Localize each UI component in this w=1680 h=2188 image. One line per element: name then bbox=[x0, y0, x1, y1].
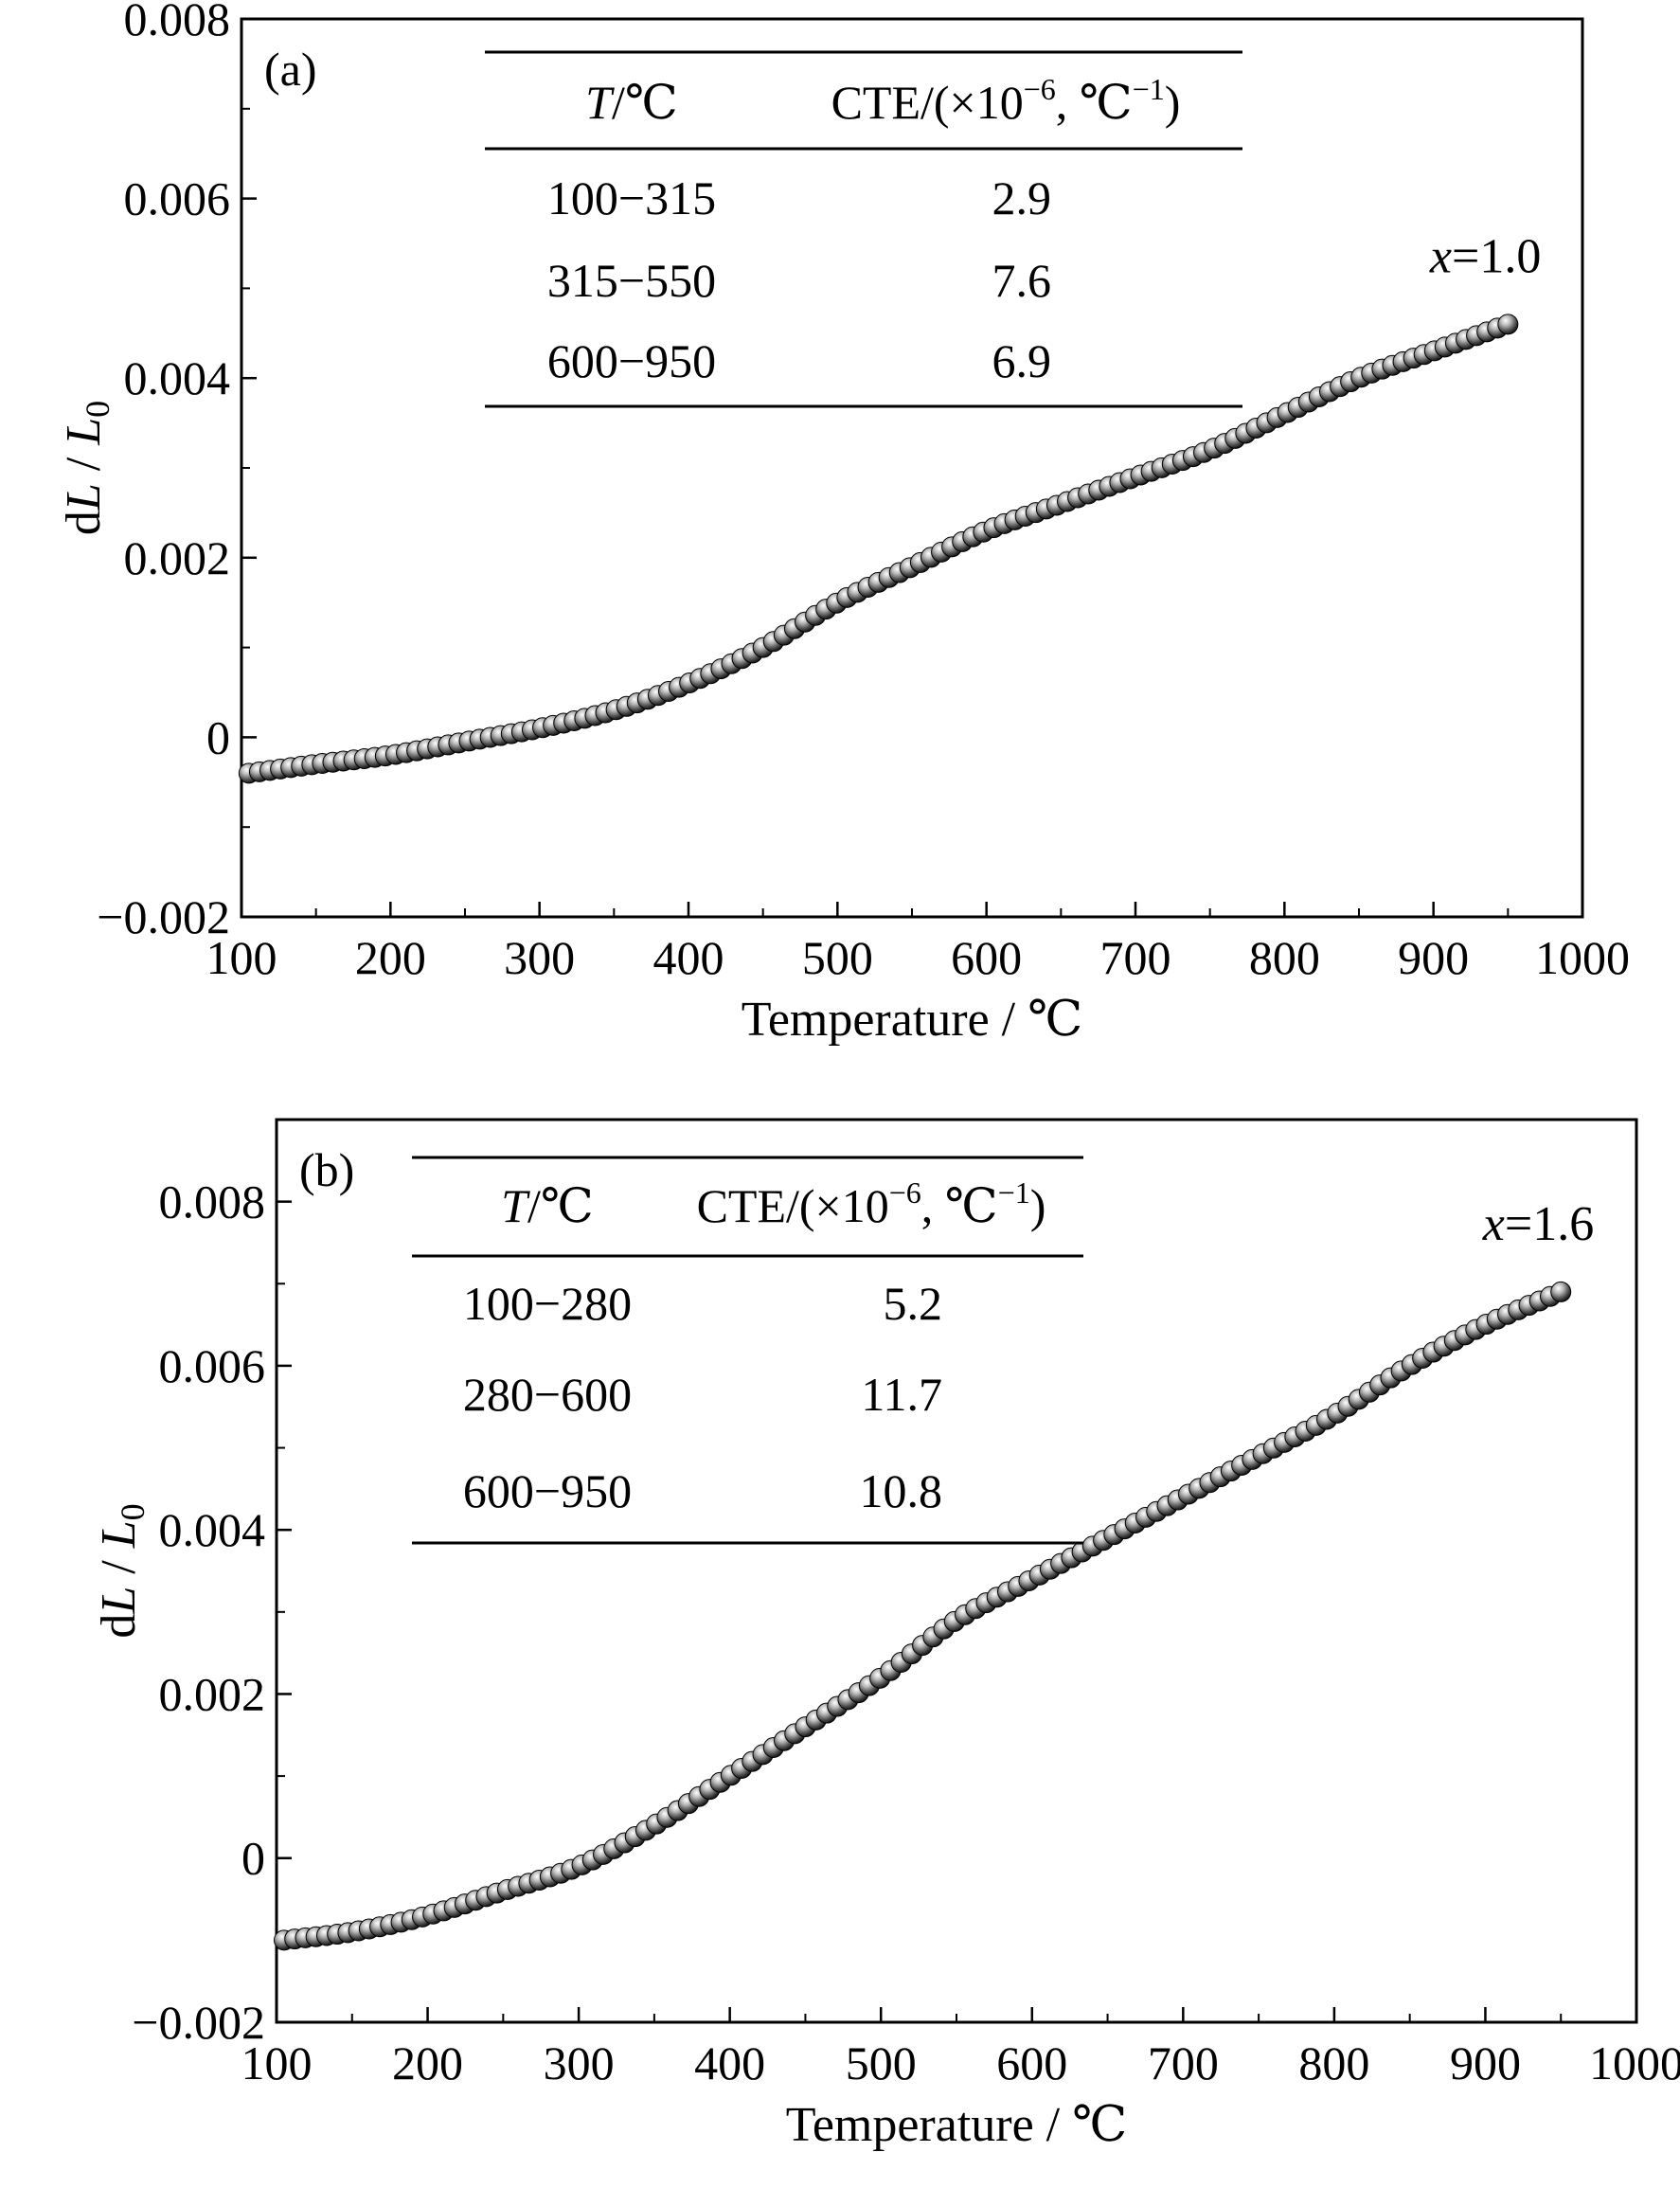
x-tick-label: 600 bbox=[951, 931, 1022, 984]
x-tick-label: 500 bbox=[846, 2036, 917, 2089]
data-point bbox=[1550, 1281, 1572, 1302]
table-cell-range: 315−550 bbox=[547, 254, 716, 307]
x-tick-label: 1000 bbox=[1589, 2036, 1680, 2089]
x-tick-label: 400 bbox=[694, 2036, 765, 2089]
plot-frame bbox=[240, 17, 1584, 919]
x-tick-label: 900 bbox=[1398, 931, 1469, 984]
y-tick-label: 0.004 bbox=[159, 1503, 266, 1556]
y-tick-label: 0 bbox=[206, 710, 230, 763]
x-tick-label: 100 bbox=[206, 931, 277, 984]
y-axis-title: dL / L0 bbox=[92, 1503, 152, 1638]
table-cell-range: 100−315 bbox=[547, 171, 716, 224]
table-header-cte: CTE/(×10−6, ℃−1) bbox=[831, 72, 1181, 129]
x-axis-title: Temperature / ℃ bbox=[742, 993, 1083, 1047]
table-header-temperature: T/℃ bbox=[585, 76, 678, 129]
x-tick-label: 800 bbox=[1298, 2036, 1369, 2089]
y-tick-label: −0.002 bbox=[97, 890, 230, 943]
y-tick-label: −0.002 bbox=[132, 1996, 265, 2049]
y-tick-label: 0.002 bbox=[159, 1667, 266, 1720]
series-label: x=1.0 bbox=[1429, 229, 1541, 283]
y-tick-label: 0.002 bbox=[124, 531, 231, 584]
y-tick-label: 0.006 bbox=[124, 172, 231, 225]
table-cell-cte: 6.9 bbox=[992, 334, 1052, 387]
chart-panel-b: 100 200 300 400 500 600 700 800 900 1000 −0.002 0 0.… bbox=[92, 1118, 1680, 2152]
table-cell-range: 600−950 bbox=[463, 1464, 632, 1517]
table-cell-range: 280−600 bbox=[463, 1368, 632, 1421]
table-cell-range: 100−280 bbox=[463, 1277, 632, 1330]
x-tick-label: 800 bbox=[1249, 931, 1320, 984]
y-axis-title: dL / L0 bbox=[57, 401, 116, 535]
x-tick-label: 500 bbox=[802, 931, 873, 984]
x-tick-label: 300 bbox=[544, 2036, 615, 2089]
table-cell-cte: 10.8 bbox=[860, 1464, 943, 1517]
table-cell-range: 600−950 bbox=[547, 334, 716, 387]
x-tick-label: 400 bbox=[653, 931, 724, 984]
x-tick-label: 700 bbox=[1148, 2036, 1219, 2089]
table-cell-cte: 11.7 bbox=[861, 1368, 942, 1421]
y-tick-label: 0 bbox=[241, 1832, 265, 1885]
x-tick-label: 200 bbox=[392, 2036, 463, 2089]
table-cell-cte: 7.6 bbox=[992, 254, 1052, 307]
table-cell-cte: 2.9 bbox=[992, 171, 1052, 224]
x-tick-label: 200 bbox=[355, 931, 426, 984]
table-header-temperature: T/℃ bbox=[501, 1179, 594, 1232]
table-header-cte: CTE/(×10−6, ℃−1) bbox=[697, 1175, 1046, 1232]
y-tick-label: 0.008 bbox=[159, 1175, 266, 1229]
x-tick-label: 300 bbox=[504, 931, 575, 984]
x-tick-label: 100 bbox=[241, 2036, 313, 2089]
table-cell-cte: 5.2 bbox=[884, 1277, 943, 1330]
series-label: x=1.6 bbox=[1482, 1197, 1594, 1251]
data-point bbox=[1497, 314, 1519, 335]
x-tick-label: 1000 bbox=[1535, 931, 1630, 984]
chart-panel-a: 100 200 300 400 500 600 700 800 900 1000 −0.002 0 0.… bbox=[57, 0, 1630, 1047]
x-axis-title: Temperature / ℃ bbox=[786, 2098, 1128, 2152]
y-tick-label: 0.008 bbox=[124, 0, 231, 45]
x-tick-label: 600 bbox=[996, 2036, 1067, 2089]
y-tick-label: 0.006 bbox=[159, 1339, 266, 1392]
panel-label: (b) bbox=[299, 1143, 354, 1196]
x-tick-label: 700 bbox=[1100, 931, 1171, 984]
y-tick-label: 0.004 bbox=[124, 351, 231, 404]
panel-label: (a) bbox=[264, 43, 317, 96]
x-tick-label: 900 bbox=[1450, 2036, 1521, 2089]
